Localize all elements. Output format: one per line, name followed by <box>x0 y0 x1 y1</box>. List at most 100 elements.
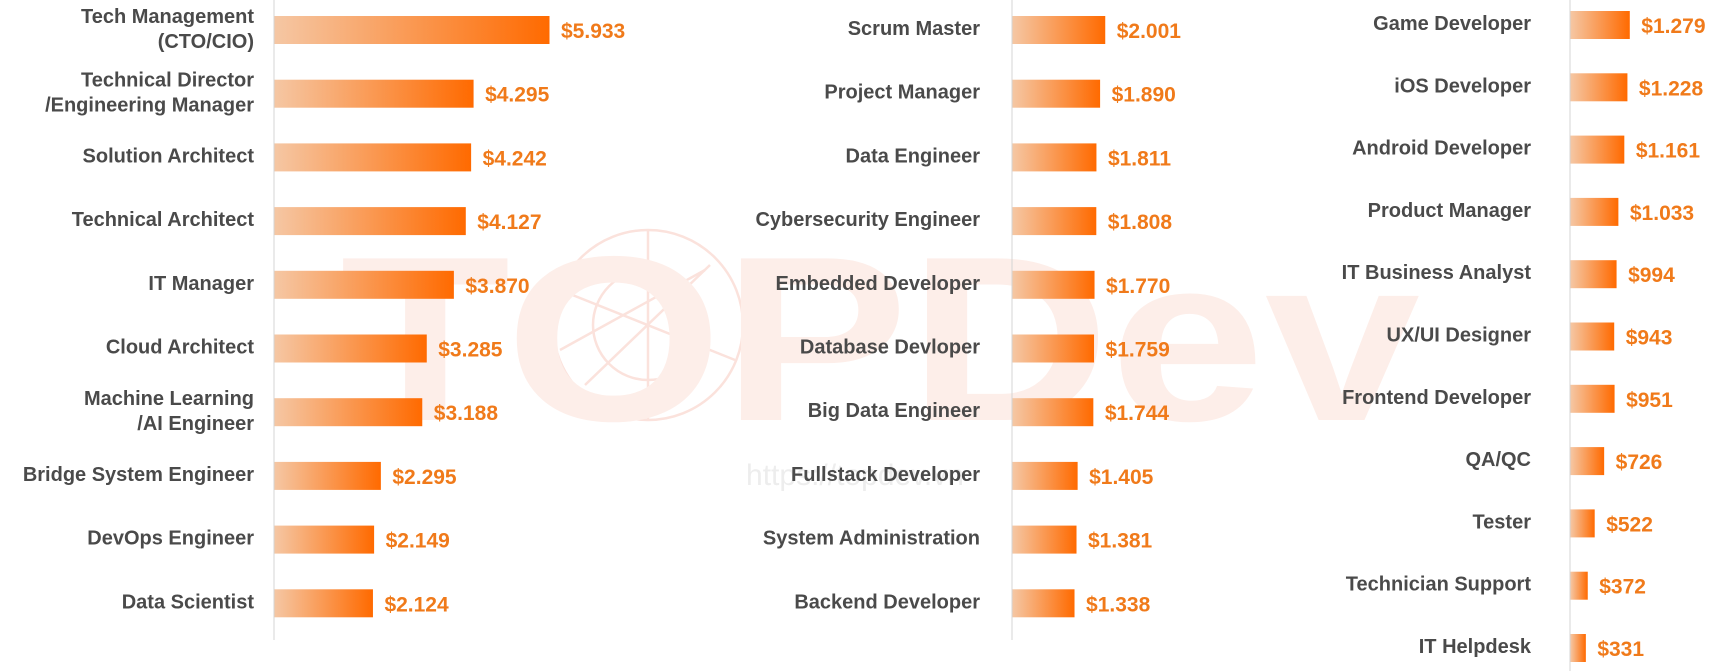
category-label-line: Tech Management <box>81 6 254 28</box>
category-label: Machine Learning/AI Engineer <box>84 388 254 435</box>
data-label: $372 <box>1599 576 1646 599</box>
data-label: $1.161 <box>1636 140 1701 163</box>
data-label: $3.870 <box>465 275 529 298</box>
category-label: Cloud Architect <box>106 337 254 359</box>
bar <box>1012 525 1077 554</box>
bar <box>274 79 474 108</box>
data-label: $4.295 <box>485 84 550 107</box>
bar <box>1012 589 1075 618</box>
data-label: $4.242 <box>483 147 547 170</box>
category-label: Scrum Master <box>848 18 980 40</box>
category-label-line: /Engineering Manager <box>45 95 254 117</box>
category-label: QA/QC <box>1465 449 1531 471</box>
category-label: Android Developer <box>1352 138 1531 160</box>
data-label: $1.770 <box>1106 275 1170 298</box>
bar <box>1570 509 1595 538</box>
data-label: $943 <box>1626 327 1673 350</box>
category-label: Frontend Developer <box>1342 387 1531 409</box>
data-label: $2.295 <box>392 466 457 489</box>
bar <box>274 143 472 172</box>
bar <box>1012 16 1106 44</box>
bar <box>274 16 550 44</box>
bar <box>274 398 423 427</box>
bar <box>1570 197 1619 226</box>
bar <box>1570 634 1586 662</box>
data-label: $994 <box>1628 264 1675 287</box>
data-label: $3.285 <box>438 339 503 362</box>
chart-panel-2: $2.001 Scrum Master $1.890 Project Manager $… <box>755 0 1181 640</box>
category-label: Project Manager <box>824 82 980 104</box>
bar <box>1012 398 1094 427</box>
data-label: $1.811 <box>1108 147 1171 170</box>
category-label: Technician Support <box>1346 574 1532 596</box>
bar <box>274 525 375 554</box>
category-label-line: Machine Learning <box>84 388 254 410</box>
watermark-url: https://topdev.vn <box>746 459 964 492</box>
bar <box>1570 447 1605 476</box>
category-label: Big Data Engineer <box>808 400 980 422</box>
data-label: $1.890 <box>1112 84 1176 107</box>
bar <box>1012 79 1101 108</box>
bar <box>1012 461 1078 490</box>
data-label: $1.279 <box>1641 15 1705 38</box>
category-label-line: /AI Engineer <box>137 413 254 435</box>
bar <box>1012 207 1097 236</box>
watermark-logo: TOPDev https://topdev.vn <box>340 207 1420 492</box>
data-label: $2.149 <box>386 530 450 553</box>
category-label-line: Technical Director <box>81 70 254 92</box>
category-label: Solution Architect <box>83 145 255 167</box>
data-label: $331 <box>1597 638 1644 661</box>
data-label: $951 <box>1626 389 1673 412</box>
data-label: $1.759 <box>1106 339 1170 362</box>
category-label: Product Manager <box>1368 200 1532 222</box>
category-label: Game Developer <box>1373 13 1531 35</box>
category-label: System Administration <box>763 528 980 550</box>
data-label: $1.808 <box>1108 211 1173 234</box>
bar <box>1570 322 1615 351</box>
category-label: Fullstack Developer <box>791 464 980 486</box>
bar <box>274 589 373 618</box>
category-label: IT Business Analyst <box>1342 262 1532 284</box>
category-label: iOS Developer <box>1394 75 1531 97</box>
data-label: $1.228 <box>1639 77 1704 100</box>
data-label: $3.188 <box>434 402 499 425</box>
category-label: Data Scientist <box>122 591 255 613</box>
bar <box>1012 334 1095 363</box>
category-label: Tester <box>1472 511 1531 533</box>
data-label: $522 <box>1606 513 1653 536</box>
category-label: UX/UI Designer <box>1387 325 1532 347</box>
watermark-network-icon <box>551 228 745 422</box>
category-label: IT Manager <box>148 273 254 295</box>
data-label: $1.033 <box>1630 202 1694 225</box>
category-label: Technical Architect <box>72 209 255 231</box>
bar <box>274 207 466 236</box>
bar <box>1570 73 1628 102</box>
chart-panel-1: $5.933 Tech Management (CTO/CIO) $4.295 Tech… <box>23 0 625 640</box>
category-label-line: (CTO/CIO) <box>158 31 254 53</box>
bar <box>1570 260 1617 289</box>
watermark-brand: TOPDev <box>340 207 1420 470</box>
bar <box>274 461 381 490</box>
data-label: $1.744 <box>1105 402 1170 425</box>
bar <box>1570 571 1588 600</box>
category-label: Database Devloper <box>800 337 980 359</box>
data-label: $4.127 <box>477 211 541 234</box>
category-label: Cybersecurity Engineer <box>755 209 980 231</box>
bar <box>274 270 454 299</box>
data-label: $1.381 <box>1088 530 1153 553</box>
category-label: Tech Management (CTO/CIO) <box>81 6 254 53</box>
chart-panel-3: $1.279 Game Developer $1.228 iOS Developer $… <box>1342 0 1706 671</box>
bar <box>1570 384 1615 413</box>
bar <box>1012 270 1095 299</box>
bar <box>274 334 427 363</box>
data-label: $5.933 <box>561 20 625 43</box>
category-label: IT Helpdesk <box>1419 636 1532 658</box>
data-label: $2.124 <box>384 593 449 616</box>
data-label: $1.338 <box>1086 593 1151 616</box>
category-label: Bridge System Engineer <box>23 464 254 486</box>
category-label: DevOps Engineer <box>87 528 254 550</box>
bar <box>1570 11 1630 39</box>
data-label: $1.405 <box>1089 466 1154 489</box>
category-label: Embedded Developer <box>775 273 980 295</box>
